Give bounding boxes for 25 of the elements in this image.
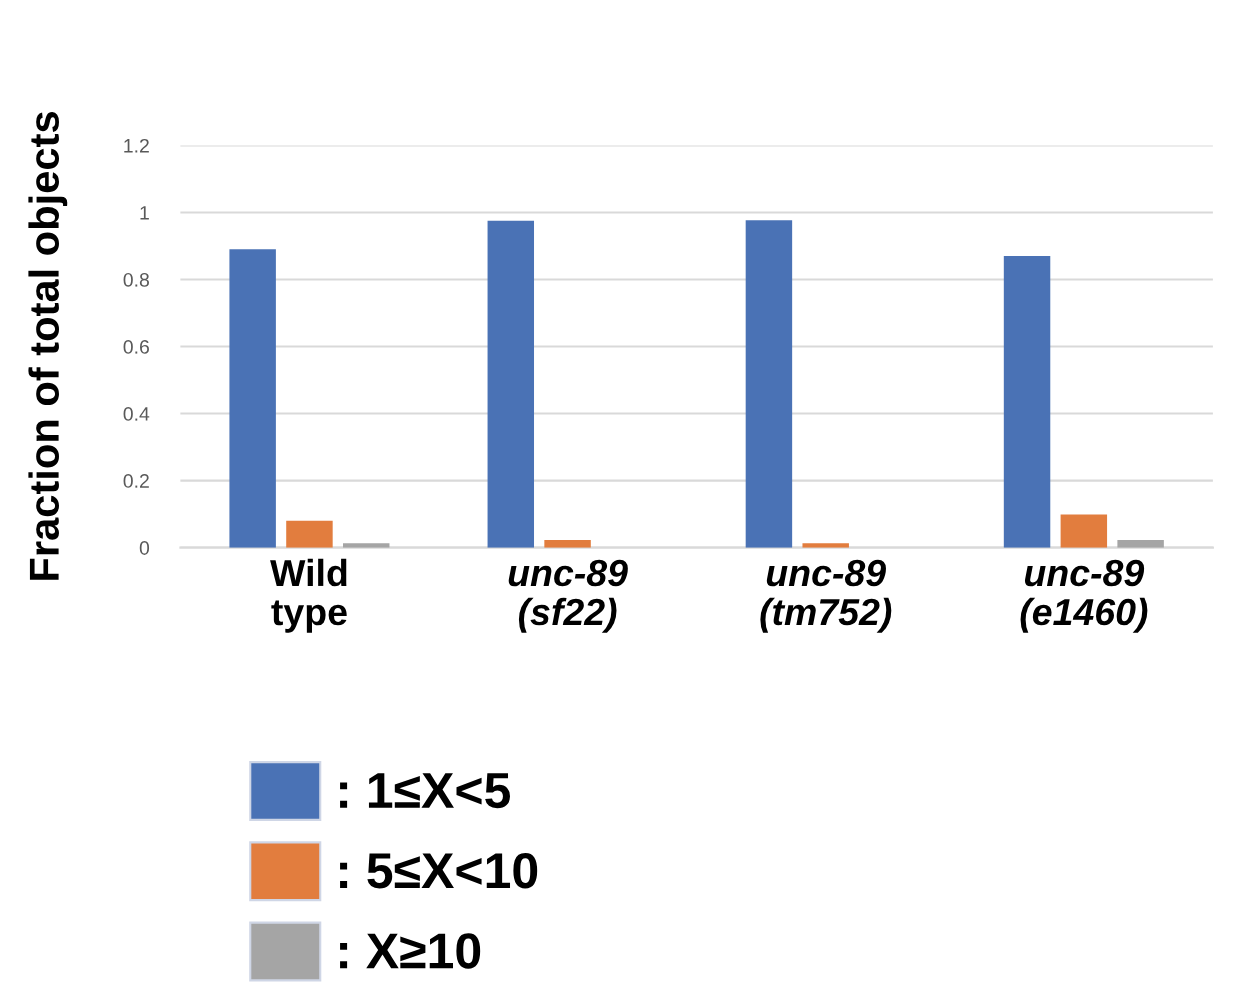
bar	[1060, 514, 1108, 548]
bar	[286, 520, 333, 548]
bar	[745, 220, 793, 548]
y-tick-label: 1	[140, 206, 149, 220]
y-tick-label: 0	[139, 541, 150, 555]
y-tick-label: 0.8	[123, 272, 149, 287]
bar	[544, 539, 591, 548]
x-tick-label: unc-89 (e1460)	[1020, 559, 1148, 633]
y-tick-label: 0.6	[123, 340, 149, 354]
legend-label: : 5≤X<10	[340, 852, 538, 889]
bar	[343, 543, 390, 548]
y-axis-title: Fraction of total objects	[28, 112, 68, 580]
y-tick-label: 1.2	[124, 138, 149, 153]
bar	[1003, 256, 1051, 548]
y-tick-label: 0.4	[123, 407, 150, 421]
bar	[229, 249, 276, 548]
y-tick-label: 0.2	[123, 474, 149, 488]
x-tick-label: unc-89 (tm752)	[760, 559, 892, 633]
legend-label: : X≥10	[340, 933, 481, 969]
x-tick-label: unc-89 (sf22)	[508, 559, 628, 633]
legend-label: : 1≤X<5	[340, 773, 511, 809]
bar	[1117, 539, 1164, 548]
x-tick-label: Wild type	[270, 558, 347, 633]
bar	[487, 220, 535, 548]
bar	[802, 543, 849, 548]
